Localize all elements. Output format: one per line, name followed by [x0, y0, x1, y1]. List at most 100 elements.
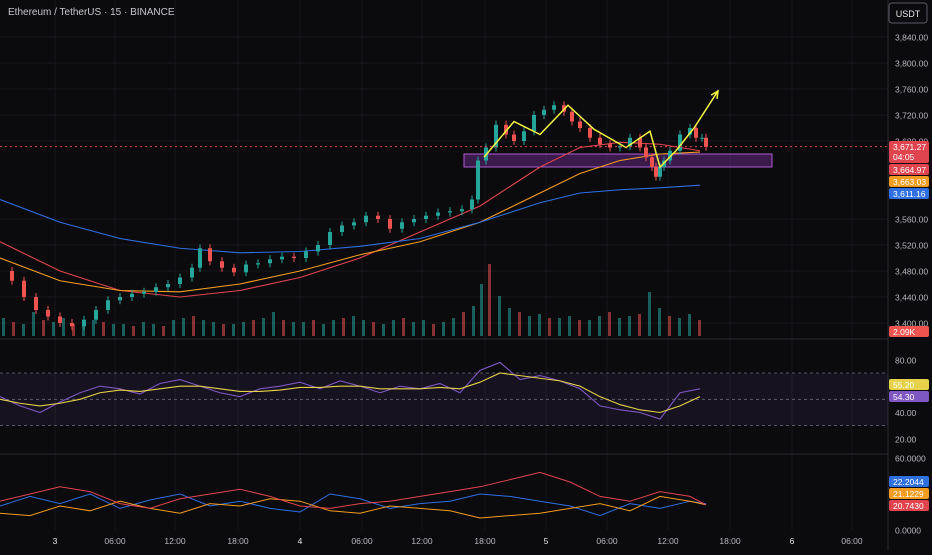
volume-bar — [192, 316, 195, 336]
candle-body — [644, 147, 648, 158]
volume-bar — [212, 322, 215, 336]
time-tick-label: 12:00 — [657, 536, 679, 546]
candle-body — [142, 291, 146, 294]
price-tick-label: 3,760.00 — [895, 85, 928, 95]
volume-bar — [588, 320, 591, 336]
volume-bar — [578, 320, 581, 336]
candle-body — [532, 115, 536, 132]
arrow-annotation — [693, 90, 719, 129]
volume-bar — [452, 318, 455, 336]
currency-button[interactable]: USDT — [888, 2, 928, 24]
candle-body — [694, 128, 698, 138]
candle-body — [34, 297, 38, 310]
dmi-adx-line — [0, 471, 707, 509]
price-tick-label: 3,520.00 — [895, 241, 928, 251]
volume-bar — [62, 318, 65, 336]
volume-bar — [42, 320, 45, 336]
candle-body — [106, 300, 110, 310]
price-tick-label: 3,440.00 — [895, 293, 928, 303]
candle-body — [476, 160, 480, 200]
time-tick-label: 5 — [544, 536, 549, 546]
volume-bar — [172, 320, 175, 336]
candle-body — [256, 263, 260, 265]
badge-ma-orange-label: 3,663.03 — [893, 177, 926, 187]
candle-body — [178, 277, 182, 284]
candle-body — [570, 111, 574, 122]
badge-dmi-0-bg — [889, 476, 929, 487]
candle-body — [470, 199, 474, 210]
volume-bar — [372, 322, 375, 336]
candle-body — [268, 259, 272, 264]
candle-body — [70, 323, 74, 327]
candle-body — [650, 157, 654, 167]
rsi-tick-label: 40.00 — [895, 408, 917, 418]
volume-bar — [72, 324, 75, 336]
volume-bar — [302, 322, 305, 336]
zigzag-annotation — [483, 104, 695, 169]
dmi-pane — [0, 471, 707, 519]
candle-body — [280, 256, 284, 260]
rsi-tick-label: 20.00 — [895, 434, 917, 444]
ma-red-line — [0, 141, 701, 298]
volume-bar — [472, 306, 475, 336]
candle-body — [542, 109, 546, 115]
candle-body — [208, 248, 212, 262]
candle-body — [688, 128, 692, 135]
badge-ma-orange-bg — [889, 176, 929, 187]
time-tick-label: 18:00 — [474, 536, 496, 546]
candle-body — [352, 222, 356, 226]
volume-bar — [508, 308, 511, 336]
candle-body — [512, 134, 516, 141]
rsi-tick-label: 80.00 — [895, 355, 917, 365]
volume-bar — [252, 320, 255, 336]
annotations — [483, 89, 719, 169]
volume-bar — [232, 324, 235, 336]
badge-ma-red-bg — [889, 164, 929, 175]
badge-dmi-2-label: 20.7430 — [893, 501, 924, 511]
time-tick-label: 12:00 — [411, 536, 433, 546]
volume-bar — [12, 322, 15, 336]
dmi-tick-label: 60.0000 — [895, 454, 926, 464]
candle-body — [552, 105, 556, 110]
candle-body — [704, 137, 708, 147]
price-tick-label: 3,800.00 — [895, 59, 928, 69]
badge-rsi-0-bg — [889, 379, 929, 390]
volume-bar — [262, 318, 265, 336]
volume-bar — [668, 316, 671, 336]
volume-bar — [538, 314, 541, 336]
candle-body — [94, 310, 98, 320]
price-tick-label: 3,560.00 — [895, 215, 928, 225]
price-tick-label: 3,720.00 — [895, 111, 928, 121]
time-axis: 3 06:00 12:00 18:00 4 06:00 12:00 18:00 5 06:00 12… — [53, 536, 863, 546]
candle-body — [364, 215, 368, 223]
dmi-minus-line — [0, 495, 707, 519]
volume-bar — [568, 316, 571, 336]
badge-rsi-1-bg — [889, 391, 929, 402]
volume-bar — [2, 318, 5, 336]
volume-bar — [618, 318, 621, 336]
volume-bar — [312, 320, 315, 336]
candle-body — [588, 128, 592, 138]
volume-bar — [402, 318, 405, 336]
badge-ma-blue-bg — [889, 188, 929, 199]
volume-bar — [82, 326, 85, 336]
time-tick-label: 06:00 — [104, 536, 126, 546]
volume-bar — [488, 264, 491, 336]
price-axis: 3,840.003,800.003,760.003,720.003,680.00… — [895, 33, 928, 536]
volume-bar — [442, 322, 445, 336]
volume-bar — [518, 312, 521, 336]
candle-body — [388, 219, 392, 229]
time-tick-label: 12:00 — [164, 536, 186, 546]
candle-body — [608, 144, 612, 148]
volume-bar — [242, 322, 245, 336]
support-zone-rect — [463, 153, 773, 168]
volume-bar — [132, 326, 135, 336]
dmi-tick-label: 0.0000 — [895, 526, 921, 536]
candle-body — [58, 316, 62, 323]
volume-bar — [678, 318, 681, 336]
candle-body — [232, 267, 236, 273]
moving-averages — [0, 141, 701, 298]
time-tick-label: 18:00 — [719, 536, 741, 546]
volume-bar — [202, 320, 205, 336]
